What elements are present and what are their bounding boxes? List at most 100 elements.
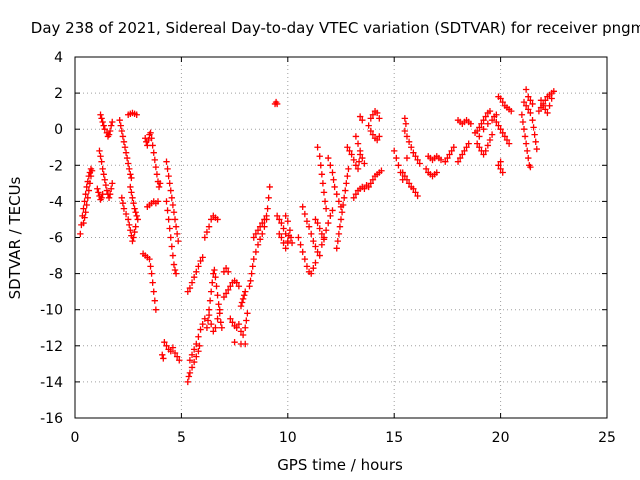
data-point [352, 133, 360, 140]
data-point [265, 194, 272, 201]
data-point [225, 268, 232, 275]
data-point [151, 156, 158, 164]
data-point [97, 111, 104, 118]
data-point [521, 133, 529, 140]
data-point [376, 115, 383, 122]
data-point [207, 320, 215, 328]
data-point [149, 142, 156, 149]
data-point [333, 245, 340, 252]
data-point [215, 301, 222, 308]
data-point [201, 234, 209, 241]
data-point [171, 266, 179, 274]
data-point [473, 140, 481, 147]
data-point [437, 156, 445, 164]
data-point [316, 153, 323, 160]
data-point [273, 100, 281, 108]
data-point [165, 172, 172, 180]
data-point [250, 255, 257, 263]
data-point [188, 351, 196, 359]
data-point [80, 205, 87, 212]
data-point [212, 324, 219, 331]
data-point [365, 183, 372, 191]
data-point [185, 373, 193, 380]
data-point [203, 228, 211, 236]
data-point [484, 142, 492, 149]
data-point [356, 147, 364, 155]
data-point [168, 194, 176, 201]
data-point [299, 203, 306, 211]
data-point [410, 185, 417, 192]
data-point [106, 190, 114, 198]
data-point [244, 310, 251, 317]
data-point [476, 144, 483, 151]
data-point [522, 140, 530, 147]
data-point [329, 169, 336, 176]
data-point [403, 176, 411, 183]
data-point [153, 171, 161, 178]
data-point [237, 302, 245, 310]
data-point [99, 118, 106, 126]
data-point [132, 223, 139, 230]
data-point [252, 248, 260, 256]
data-point [520, 98, 528, 106]
data-point [83, 183, 90, 191]
data-point [176, 357, 183, 364]
y-tick-label: -14 [40, 375, 63, 391]
data-point [331, 183, 338, 191]
data-point [484, 120, 492, 127]
data-point [222, 264, 230, 272]
data-point [130, 200, 137, 207]
data-point [152, 163, 160, 171]
data-point [134, 216, 141, 223]
x-tick-label: 10 [279, 430, 297, 446]
data-point [322, 205, 330, 212]
data-point [107, 185, 115, 192]
data-point [126, 221, 133, 229]
data-point [129, 237, 136, 245]
data-point [105, 194, 113, 201]
data-point [195, 348, 202, 355]
data-point [263, 212, 270, 220]
data-point [544, 109, 551, 117]
data-point [249, 263, 256, 270]
data-point [171, 349, 179, 357]
data-point [102, 181, 110, 189]
data-point [106, 127, 114, 135]
data-point [148, 270, 155, 277]
data-point [199, 320, 206, 328]
data-point [337, 203, 345, 211]
data-point [154, 198, 162, 205]
data-point [369, 176, 377, 183]
data-point [527, 163, 534, 171]
data-point [150, 288, 157, 295]
data-point [335, 230, 343, 238]
data-point [346, 147, 353, 155]
data-point [537, 97, 545, 104]
data-point [127, 171, 134, 178]
data-point [233, 279, 240, 286]
data-point [276, 216, 283, 223]
y-tick-label: -16 [40, 411, 63, 427]
data-point [166, 180, 173, 187]
data-point [203, 324, 211, 331]
data-point [414, 192, 421, 200]
data-point [149, 279, 156, 286]
data-point [254, 241, 262, 248]
data-point [250, 234, 257, 241]
data-point [334, 237, 342, 245]
data-point [125, 160, 132, 167]
data-point [301, 255, 309, 263]
data-point [243, 317, 250, 324]
data-point [361, 185, 368, 192]
data-point [193, 268, 200, 275]
data-point [280, 225, 287, 232]
data-point [127, 183, 134, 191]
data-point [284, 218, 291, 225]
data-point [273, 212, 281, 220]
data-point [497, 158, 504, 165]
data-point [465, 140, 472, 147]
data-point [116, 116, 123, 124]
y-tick-label: -6 [49, 231, 63, 247]
data-point [308, 270, 315, 277]
data-point [401, 115, 409, 122]
